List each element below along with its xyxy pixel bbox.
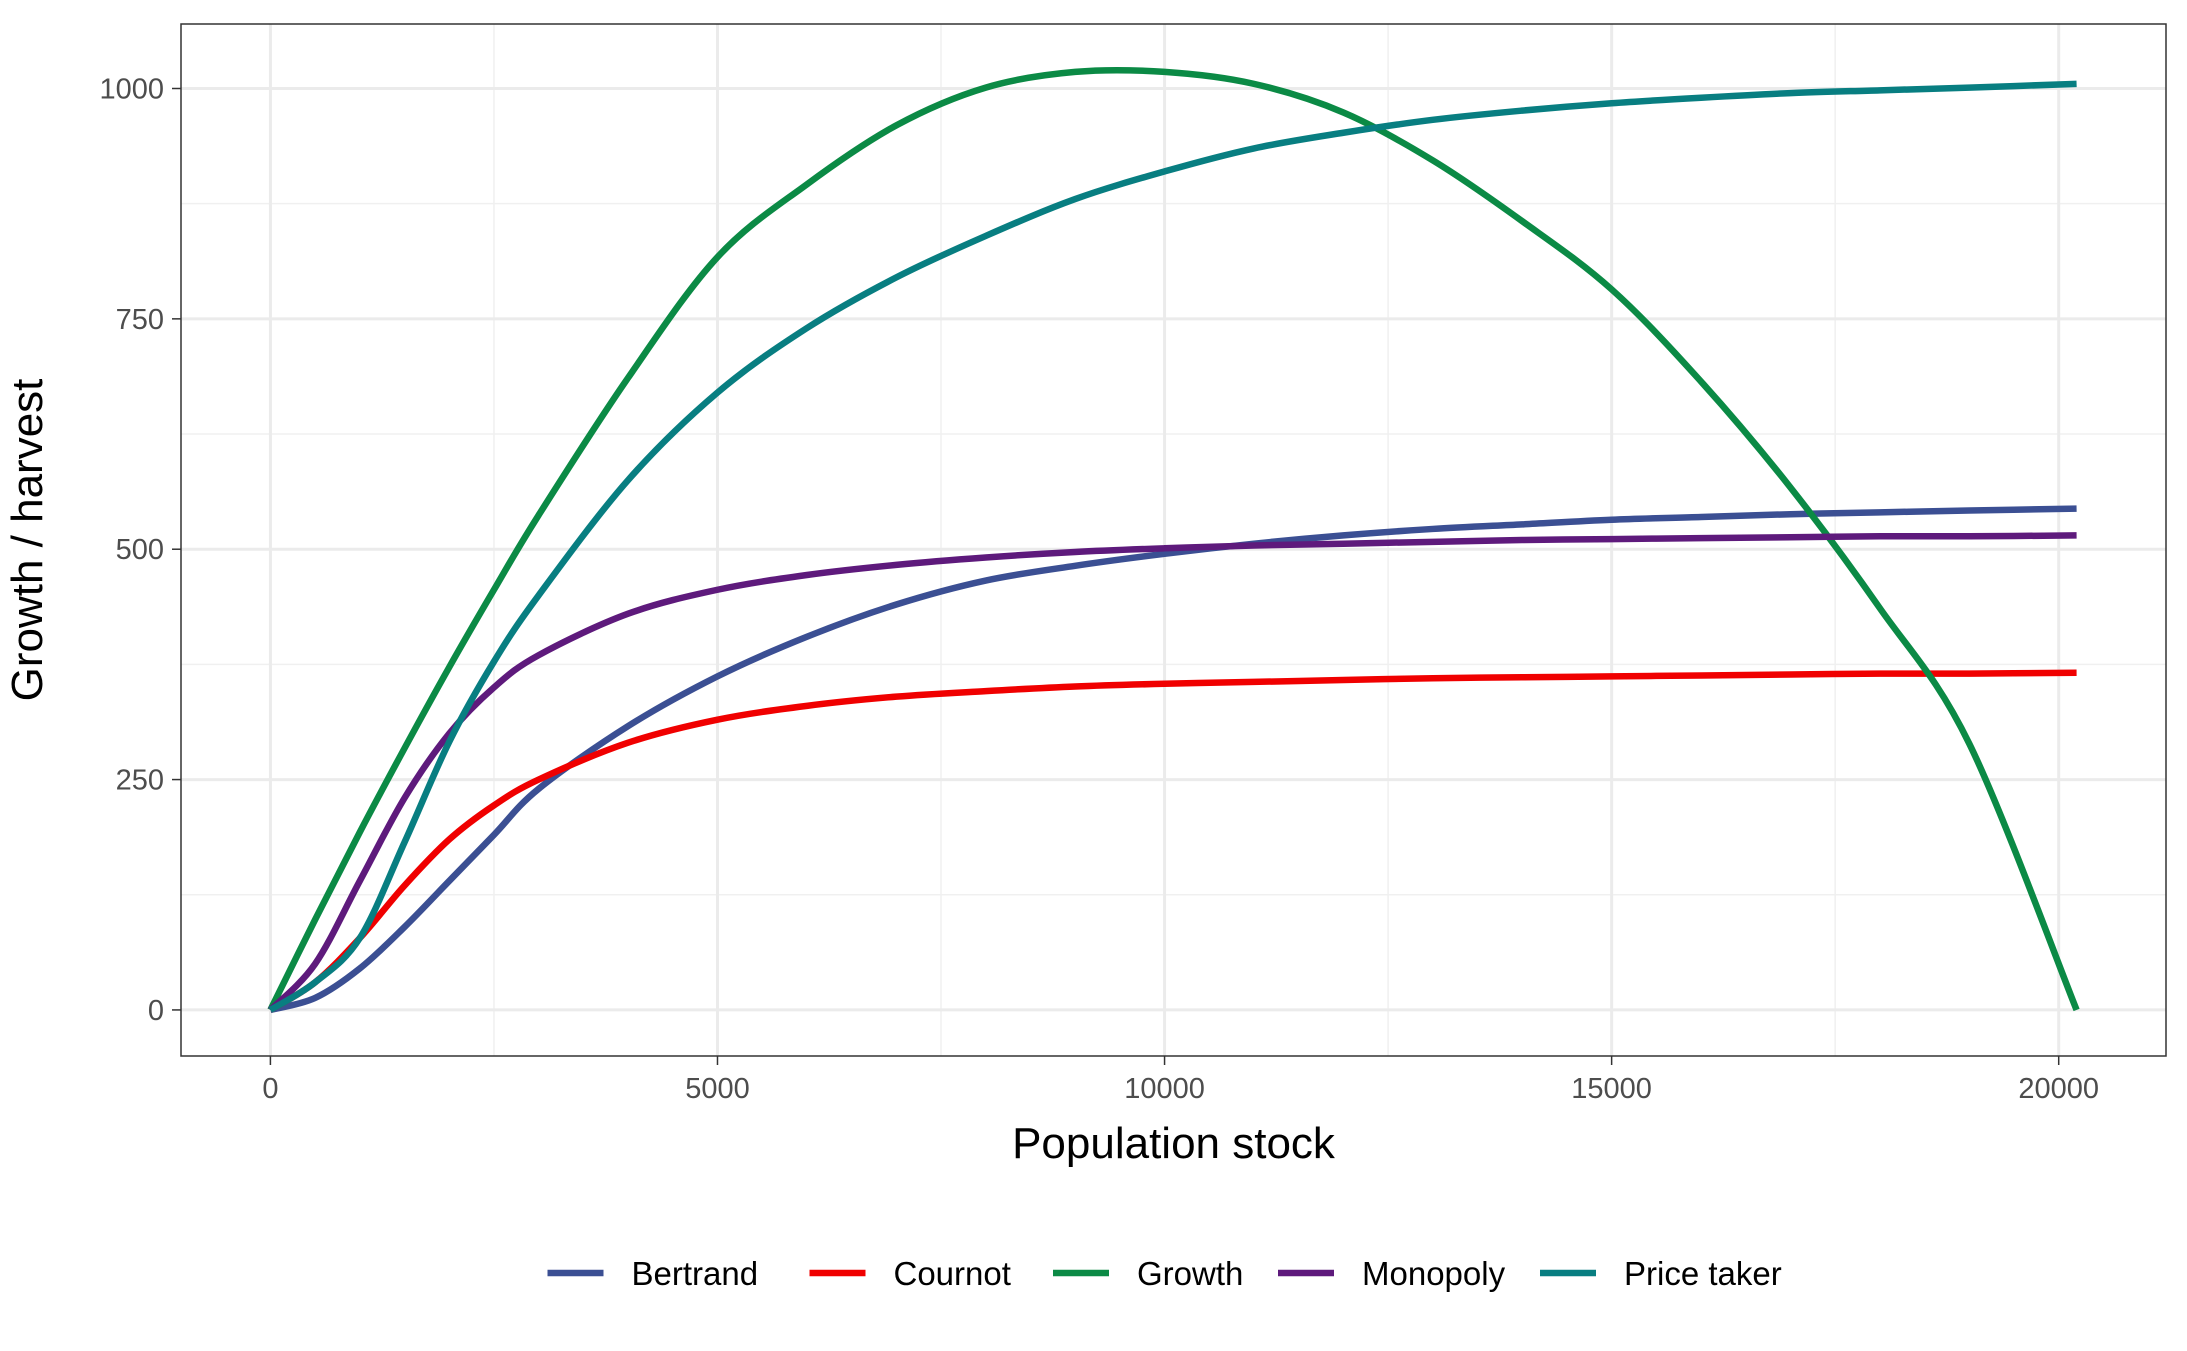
x-axis-title: Population stock <box>1012 1119 1336 1168</box>
legend-item-growth: Growth <box>1053 1255 1243 1292</box>
legend-label-monopoly: Monopoly <box>1362 1255 1506 1292</box>
y-tick-label: 1000 <box>99 74 164 106</box>
legend-label-growth: Growth <box>1137 1255 1243 1292</box>
series-lines <box>267 66 2080 1014</box>
series-line-price-taker <box>268 80 2077 1013</box>
x-axis-ticks: 0 5000 10000 15000 20000 <box>262 1056 2099 1105</box>
plot-panel-border <box>180 23 2167 1057</box>
series-line-growth <box>267 66 2080 1012</box>
legend-item-price-taker: Price taker <box>1540 1255 1782 1292</box>
major-gridlines <box>181 24 2166 1056</box>
x-tick-label: 5000 <box>685 1073 750 1105</box>
y-tick-label: 750 <box>116 304 164 336</box>
legend-label-bertrand: Bertrand <box>632 1255 759 1292</box>
x-tick-label: 15000 <box>1571 1073 1652 1105</box>
y-axis-ticks: 0 250 500 750 1000 <box>99 74 181 1027</box>
legend-label-price-taker: Price taker <box>1624 1255 1782 1292</box>
y-tick-label: 0 <box>148 995 164 1027</box>
x-tick-label: 20000 <box>2018 1073 2099 1105</box>
y-axis-title: Growth / harvest <box>3 379 52 702</box>
series-line-monopoly <box>268 532 2077 1013</box>
y-tick-label: 500 <box>116 534 164 566</box>
x-tick-label: 0 <box>262 1073 278 1105</box>
legend-item-monopoly: Monopoly <box>1278 1255 1506 1292</box>
legend-item-cournot: Cournot <box>809 1255 1011 1292</box>
legend: Bertrand Cournot Growth Monopoly Price taker <box>547 1255 1782 1292</box>
series-line-bertrand <box>269 505 2077 1014</box>
legend-item-bertrand: Bertrand <box>547 1255 759 1292</box>
legend-label-cournot: Cournot <box>894 1255 1011 1292</box>
y-tick-label: 250 <box>116 765 164 797</box>
series-line-cournot <box>268 669 2077 1013</box>
x-tick-label: 10000 <box>1124 1073 1205 1105</box>
